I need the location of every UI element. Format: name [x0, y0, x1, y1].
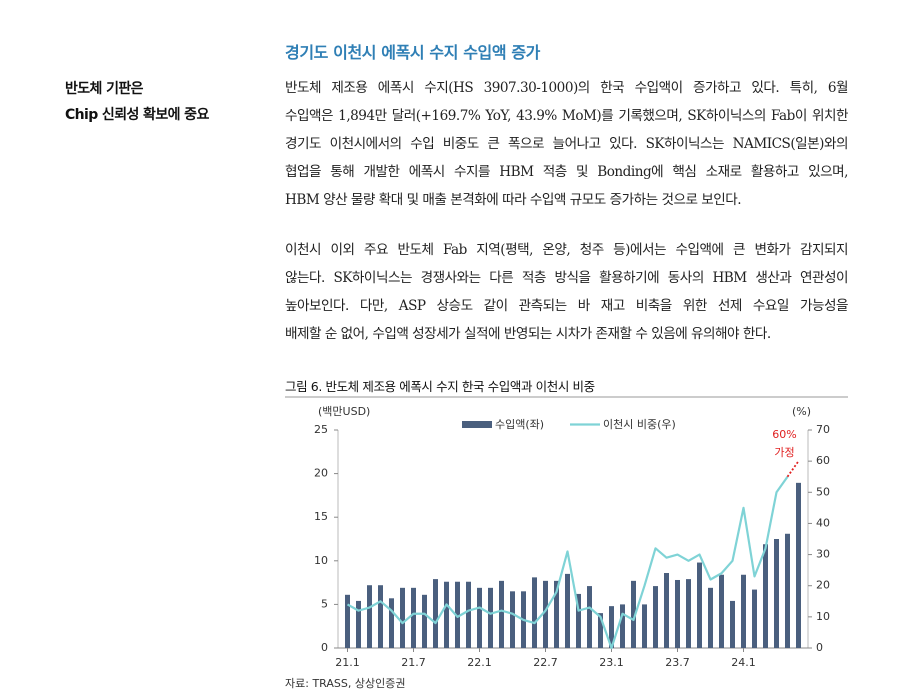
y2-tick-label: 0: [816, 641, 823, 654]
x-tick-label: 21.7: [401, 656, 426, 669]
bar: [576, 593, 581, 648]
y2-tick-label: 40: [816, 516, 830, 529]
bar: [378, 585, 383, 648]
projection: [786, 460, 800, 478]
sidebar-text: 반도체 기판은: [65, 81, 144, 97]
bar: [620, 604, 625, 648]
bar: [719, 574, 724, 648]
bar: [587, 586, 592, 648]
bar: [664, 573, 669, 648]
y-tick-label: 10: [314, 554, 328, 567]
bar: [433, 579, 438, 648]
bar: [510, 591, 515, 648]
bar: [422, 594, 427, 648]
bar: [565, 573, 570, 648]
bar: [499, 580, 504, 648]
x-tick-label: 24.1: [731, 656, 756, 669]
bar: [631, 580, 636, 648]
bar: [356, 600, 361, 648]
y2-tick-label: 10: [816, 610, 830, 623]
bar: [532, 577, 537, 648]
y2-tick-label: 60: [816, 454, 830, 467]
bar: [642, 604, 647, 648]
sidebar-text: Chip 신뢰성 확보에 중요: [65, 107, 209, 123]
y-tick-label: 25: [314, 423, 328, 436]
y2-tick-label: 30: [816, 548, 830, 561]
y-tick-label: 0: [321, 641, 328, 654]
x-tick-label: 23.1: [599, 656, 624, 669]
text-line: 경기도 이천시에서의 수입 비중도 큰 폭으로 늘어나고 있다. SK하이닉스는…: [285, 136, 848, 152]
y2-tick-label: 70: [816, 423, 830, 436]
x-tick-label: 23.7: [665, 656, 690, 669]
bar: [389, 598, 394, 648]
bar: [477, 587, 482, 648]
bar: [466, 581, 471, 648]
legend-label: 이천시 비중(우): [603, 417, 676, 431]
figure-source: 자료: TRASS, 상상인증권: [285, 677, 406, 690]
bar: [675, 579, 680, 648]
text-line: 이천시 이외 주요 반도체 Fab 지역(평택, 온양, 청주 등)에서는 수입…: [285, 242, 848, 258]
bar: [444, 581, 449, 648]
bar: [400, 587, 405, 648]
line: [346, 476, 789, 650]
bar: [609, 606, 614, 648]
figure-title: 그림 6. 반도체 제조용 에폭시 수지 한국 수입액과 이천시 비중: [285, 379, 595, 394]
text-line: 배제할 순 없어, 수입액 성장세가 실적에 반영되는 시차가 존재할 수 있음…: [285, 326, 771, 342]
text-line: 수입액은 1,894만 달러(+169.7% YoY, 43.9% MoM)를 …: [285, 108, 848, 124]
text-line: 높아보인다. 다만, ASP 상승도 같이 관측되는 바 재고 비축을 위한 선…: [285, 298, 848, 314]
annotation: 60%: [772, 428, 796, 441]
text-line: HBM 양산 물량 확대 및 매출 본격화에 따라 수입액 규모도 증가하는 것…: [285, 192, 742, 208]
bar: [455, 581, 460, 648]
y2-axis-label: (%): [792, 405, 811, 418]
bar: [686, 579, 691, 648]
x-tick-label: 22.7: [533, 656, 558, 669]
annotation-note: 가정: [774, 446, 794, 459]
bar: [697, 562, 702, 648]
bar: [730, 600, 735, 648]
bar: [543, 580, 548, 648]
y-tick-label: 20: [314, 467, 328, 480]
x-tick-label: 21.1: [335, 656, 360, 669]
text-line: 반도체 제조용 에폭시 수지(HS 3907.30-1000)의 한국 수입액이…: [285, 80, 848, 96]
bar: [598, 613, 603, 648]
text-line: 협업을 통해 개발한 에폭시 수지를 HBM 적층 및 Bonding에 핵심 …: [285, 164, 848, 180]
bar: [411, 587, 416, 648]
bar: [785, 533, 790, 648]
bar: [653, 586, 658, 648]
bar: [345, 594, 350, 648]
bar: [796, 482, 801, 648]
heading: 경기도 이천시 에폭시 수지 수입액 증가: [285, 43, 540, 62]
y-tick-label: 15: [314, 510, 328, 523]
y-axis-label: (백만USD): [318, 405, 370, 418]
bar: [774, 539, 779, 648]
bar: [554, 580, 559, 648]
text-line: 않는다. SK하이닉스는 경쟁사와는 다른 적층 방식을 활용하기에 동사의 H…: [285, 270, 848, 286]
y2-tick-label: 50: [816, 485, 830, 498]
bar: [763, 544, 768, 648]
legend-label: 수입액(좌): [495, 418, 544, 431]
bar: [752, 589, 757, 648]
bar: [488, 587, 493, 648]
legend-swatch: [462, 421, 492, 428]
y-tick-label: 5: [321, 597, 328, 610]
bar: [708, 587, 713, 648]
x-tick-label: 22.1: [467, 656, 492, 669]
y2-tick-label: 20: [816, 579, 830, 592]
bar: [741, 574, 746, 648]
bar: [367, 585, 372, 648]
